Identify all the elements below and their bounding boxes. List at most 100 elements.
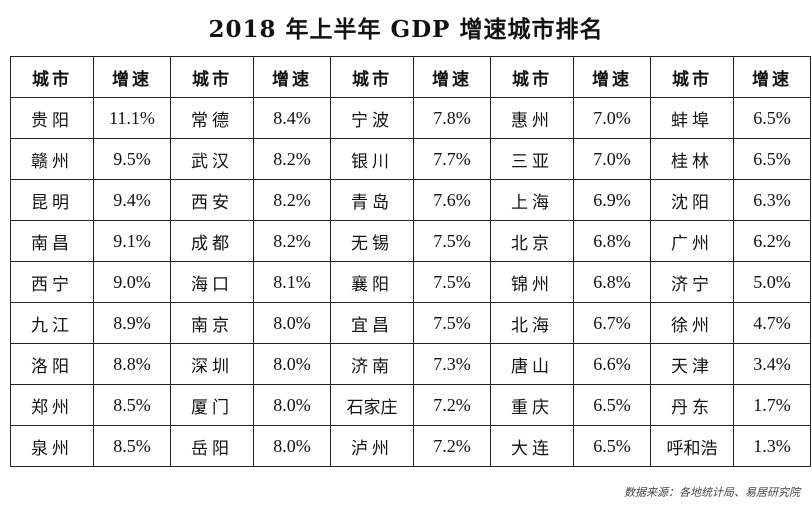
city-name-cell: 唐山	[490, 343, 574, 385]
growth-rate-cell: 8.2%	[253, 138, 331, 180]
table-row: 洛阳 8.8% 深圳 8.0% 济南 7.3% 唐山 6.6% 天津 3.4%	[10, 343, 811, 385]
growth-rate-cell: 8.0%	[253, 302, 331, 344]
city-name-cell: 蚌埠	[650, 97, 734, 139]
city-name-cell: 北海	[490, 302, 574, 344]
growth-rate-cell: 8.8%	[93, 343, 171, 385]
city-name-cell: 海口	[170, 261, 254, 303]
header-cell-city-2: 城市	[170, 56, 254, 98]
city-name-cell: 九江	[10, 302, 94, 344]
growth-rate-cell: 6.6%	[573, 343, 651, 385]
city-name-cell: 成都	[170, 220, 254, 262]
header-cell-growth-4: 增速	[573, 56, 651, 98]
growth-rate-cell: 8.4%	[253, 97, 331, 139]
growth-rate-cell: 9.0%	[93, 261, 171, 303]
city-name-cell: 沈阳	[650, 179, 734, 221]
city-name-cell: 常德	[170, 97, 254, 139]
city-name-cell: 宜昌	[330, 302, 414, 344]
header-cell-city-5: 城市	[650, 56, 734, 98]
growth-rate-cell: 7.5%	[413, 261, 491, 303]
header-cell-growth-1: 增速	[93, 56, 171, 98]
growth-rate-cell: 7.5%	[413, 302, 491, 344]
growth-rate-cell: 6.5%	[733, 138, 811, 180]
city-name-cell: 无锡	[330, 220, 414, 262]
city-name-cell: 昆明	[10, 179, 94, 221]
growth-rate-cell: 7.5%	[413, 220, 491, 262]
growth-rate-cell: 9.1%	[93, 220, 171, 262]
city-name-cell: 青岛	[330, 179, 414, 221]
growth-rate-cell: 6.5%	[733, 97, 811, 139]
page-title: 2018 年上半年 GDP 增速城市排名	[208, 16, 604, 43]
data-source-note: 数据来源：各地统计局、易居研究院	[624, 486, 800, 499]
growth-rate-cell: 1.7%	[733, 384, 811, 426]
gdp-growth-ranking-table: 城市 增速 城市 增速 城市 增速 城市 增速 城市 增速 贵阳 11.1% 常德 8…	[10, 56, 811, 467]
city-name-cell: 北京	[490, 220, 574, 262]
growth-rate-cell: 7.0%	[573, 138, 651, 180]
city-name-cell: 上海	[490, 179, 574, 221]
growth-rate-cell: 8.0%	[253, 425, 331, 467]
growth-rate-cell: 8.9%	[93, 302, 171, 344]
growth-rate-cell: 8.0%	[253, 343, 331, 385]
city-name-cell: 洛阳	[10, 343, 94, 385]
city-name-cell: 襄阳	[330, 261, 414, 303]
city-name-cell: 徐州	[650, 302, 734, 344]
city-name-cell: 宁波	[330, 97, 414, 139]
growth-rate-cell: 6.7%	[573, 302, 651, 344]
table-row: 九江 8.9% 南京 8.0% 宜昌 7.5% 北海 6.7% 徐州 4.7%	[10, 302, 811, 344]
city-name-cell: 深圳	[170, 343, 254, 385]
table-body: 城市 增速 城市 增速 城市 增速 城市 增速 城市 增速 贵阳 11.1% 常德 8…	[10, 56, 811, 467]
table-row: 西宁 9.0% 海口 8.1% 襄阳 7.5% 锦州 6.8% 济宁 5.0%	[10, 261, 811, 303]
city-name-cell: 南昌	[10, 220, 94, 262]
city-name-cell: 西安	[170, 179, 254, 221]
growth-rate-cell: 8.0%	[253, 384, 331, 426]
city-name-cell: 呼和浩	[650, 425, 734, 467]
city-name-cell: 贵阳	[10, 97, 94, 139]
city-name-cell: 天津	[650, 343, 734, 385]
header-cell-growth-5: 增速	[733, 56, 811, 98]
city-name-cell: 三亚	[490, 138, 574, 180]
city-name-cell: 济南	[330, 343, 414, 385]
header-cell-city-3: 城市	[330, 56, 414, 98]
city-name-cell: 郑州	[10, 384, 94, 426]
growth-rate-cell: 7.8%	[413, 97, 491, 139]
growth-rate-cell: 8.1%	[253, 261, 331, 303]
table-header-row: 城市 增速 城市 增速 城市 增速 城市 增速 城市 增速	[10, 56, 811, 98]
growth-rate-cell: 6.5%	[573, 425, 651, 467]
city-name-cell: 岳阳	[170, 425, 254, 467]
city-name-cell: 武汉	[170, 138, 254, 180]
growth-rate-cell: 8.2%	[253, 220, 331, 262]
growth-rate-cell: 1.3%	[733, 425, 811, 467]
table-row: 南昌 9.1% 成都 8.2% 无锡 7.5% 北京 6.8% 广州 6.2%	[10, 220, 811, 262]
city-name-cell: 济宁	[650, 261, 734, 303]
growth-rate-cell: 5.0%	[733, 261, 811, 303]
growth-rate-cell: 9.5%	[93, 138, 171, 180]
table-row: 郑州 8.5% 厦门 8.0% 石家庄 7.2% 重庆 6.5% 丹东 1.7%	[10, 384, 811, 426]
header-cell-city-4: 城市	[490, 56, 574, 98]
city-name-cell: 锦州	[490, 261, 574, 303]
growth-rate-cell: 7.3%	[413, 343, 491, 385]
city-name-cell: 石家庄	[330, 384, 414, 426]
growth-rate-cell: 8.2%	[253, 179, 331, 221]
table-row: 贵阳 11.1% 常德 8.4% 宁波 7.8% 惠州 7.0% 蚌埠 6.5%	[10, 97, 811, 139]
growth-rate-cell: 7.2%	[413, 384, 491, 426]
growth-rate-cell: 9.4%	[93, 179, 171, 221]
city-name-cell: 泉州	[10, 425, 94, 467]
city-name-cell: 桂林	[650, 138, 734, 180]
growth-rate-cell: 3.4%	[733, 343, 811, 385]
growth-rate-cell: 7.0%	[573, 97, 651, 139]
city-name-cell: 西宁	[10, 261, 94, 303]
city-name-cell: 泸州	[330, 425, 414, 467]
growth-rate-cell: 7.7%	[413, 138, 491, 180]
growth-rate-cell: 6.3%	[733, 179, 811, 221]
city-name-cell: 银川	[330, 138, 414, 180]
city-name-cell: 惠州	[490, 97, 574, 139]
growth-rate-cell: 6.5%	[573, 384, 651, 426]
growth-rate-cell: 7.2%	[413, 425, 491, 467]
growth-rate-cell: 6.8%	[573, 220, 651, 262]
city-name-cell: 大连	[490, 425, 574, 467]
city-name-cell: 重庆	[490, 384, 574, 426]
growth-rate-cell: 4.7%	[733, 302, 811, 344]
table-row: 昆明 9.4% 西安 8.2% 青岛 7.6% 上海 6.9% 沈阳 6.3%	[10, 179, 811, 221]
growth-rate-cell: 6.9%	[573, 179, 651, 221]
growth-rate-cell: 6.8%	[573, 261, 651, 303]
header-cell-city-1: 城市	[10, 56, 94, 98]
